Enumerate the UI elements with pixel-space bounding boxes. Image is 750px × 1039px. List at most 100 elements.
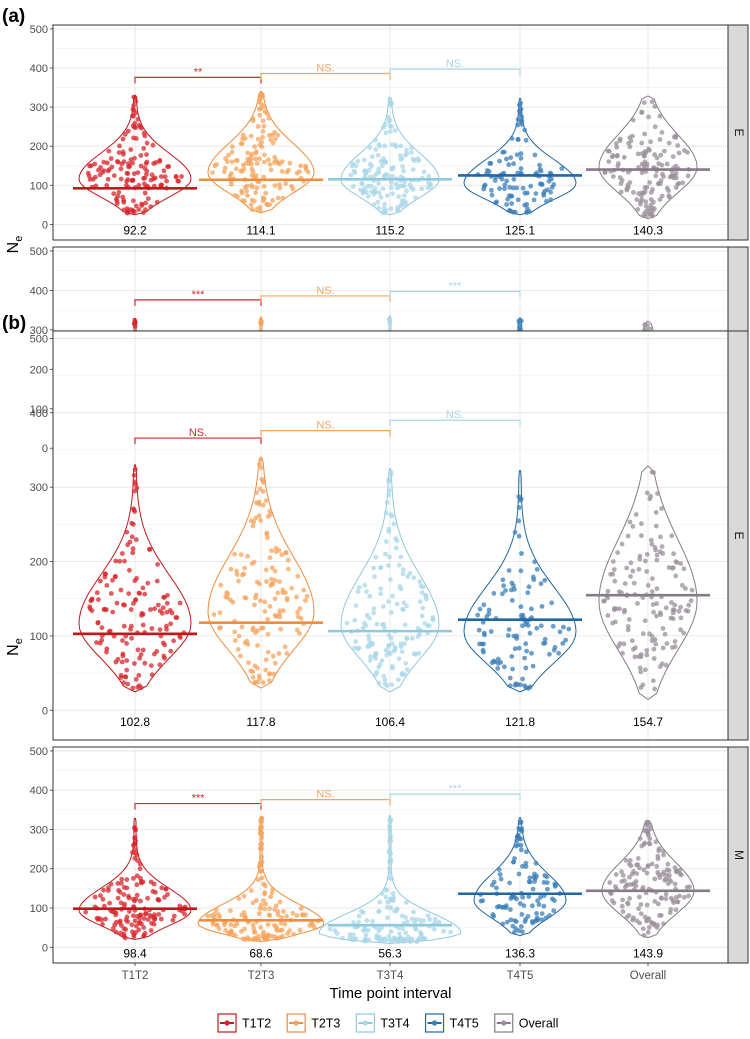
data-point <box>126 909 132 914</box>
data-point <box>132 855 138 861</box>
data-point <box>635 151 641 157</box>
data-point <box>686 893 691 899</box>
data-point <box>154 578 160 584</box>
data-point <box>610 559 616 564</box>
data-point <box>550 623 556 629</box>
data-point <box>383 208 389 213</box>
data-point <box>539 182 545 187</box>
data-point <box>401 168 406 174</box>
data-point <box>155 602 161 608</box>
data-point <box>549 896 555 902</box>
data-point <box>520 863 525 869</box>
data-point <box>621 641 627 647</box>
data-point <box>274 936 280 941</box>
data-point <box>669 533 675 539</box>
data-point <box>294 170 300 176</box>
data-point <box>659 130 665 135</box>
data-point <box>643 150 649 156</box>
data-point <box>270 886 275 892</box>
data-point <box>541 903 547 909</box>
data-point <box>666 868 672 873</box>
data-point <box>392 908 397 914</box>
data-point <box>671 551 676 557</box>
data-point <box>654 586 660 592</box>
data-point <box>290 186 296 192</box>
data-point <box>397 183 403 189</box>
data-point <box>136 182 142 188</box>
data-point <box>566 626 572 632</box>
data-point <box>403 660 409 666</box>
data-point <box>129 635 135 641</box>
data-point <box>259 139 264 145</box>
data-point <box>248 133 254 139</box>
data-point <box>410 167 416 173</box>
data-point <box>249 182 254 188</box>
data-point <box>513 919 519 924</box>
data-point <box>254 160 260 166</box>
data-point <box>502 664 507 670</box>
data-point <box>267 162 273 167</box>
data-point <box>262 906 268 912</box>
data-point <box>520 894 526 900</box>
data-point <box>252 144 257 150</box>
data-point <box>404 919 410 925</box>
median-label-Overall: 143.9 <box>633 947 663 961</box>
data-point <box>561 624 566 630</box>
data-point <box>249 166 255 172</box>
data-point <box>542 636 548 642</box>
data-point <box>520 676 525 682</box>
data-point <box>666 188 671 194</box>
bracket-line <box>134 437 262 445</box>
data-point <box>507 683 513 689</box>
data-point <box>218 582 224 588</box>
data-point <box>508 907 513 912</box>
significance-label: NS. <box>316 285 334 297</box>
data-point <box>151 176 157 182</box>
data-point <box>491 913 497 919</box>
data-point <box>352 617 358 623</box>
data-point <box>151 881 157 887</box>
data-point <box>517 820 523 826</box>
data-point <box>387 829 393 835</box>
data-point <box>518 568 524 574</box>
data-point <box>514 152 520 158</box>
data-point <box>385 904 390 910</box>
data-point <box>386 563 391 568</box>
facet-strip <box>727 746 749 964</box>
data-point <box>379 658 385 663</box>
data-point <box>481 649 486 655</box>
data-point <box>659 544 665 549</box>
data-point <box>517 109 523 115</box>
data-point <box>619 541 625 547</box>
data-point <box>551 647 557 653</box>
median-label-T4T5: 125.1 <box>505 224 535 238</box>
data-point <box>670 154 676 160</box>
data-point <box>388 185 394 191</box>
data-point <box>500 921 506 927</box>
data-point <box>130 550 136 556</box>
data-point <box>642 618 648 624</box>
data-point <box>144 152 149 158</box>
data-point <box>278 626 284 632</box>
data-point <box>132 120 138 126</box>
data-point <box>425 913 431 919</box>
data-point <box>171 913 177 919</box>
data-point <box>148 663 154 668</box>
data-point <box>649 99 655 105</box>
data-point <box>386 526 392 532</box>
significance-label: NS. <box>316 420 334 432</box>
data-point <box>630 133 635 139</box>
data-point <box>516 533 522 539</box>
data-point <box>262 152 267 158</box>
data-point <box>448 929 453 935</box>
y-tick-label: 300 <box>30 102 48 114</box>
data-point <box>252 602 257 608</box>
data-point <box>141 146 147 151</box>
bracket-line <box>389 419 521 427</box>
data-point <box>494 885 499 891</box>
legend-item-T2T3: T2T3 <box>286 1013 340 1033</box>
data-point <box>400 164 406 169</box>
data-point <box>520 929 525 935</box>
data-point <box>511 930 517 935</box>
data-point <box>556 650 562 656</box>
